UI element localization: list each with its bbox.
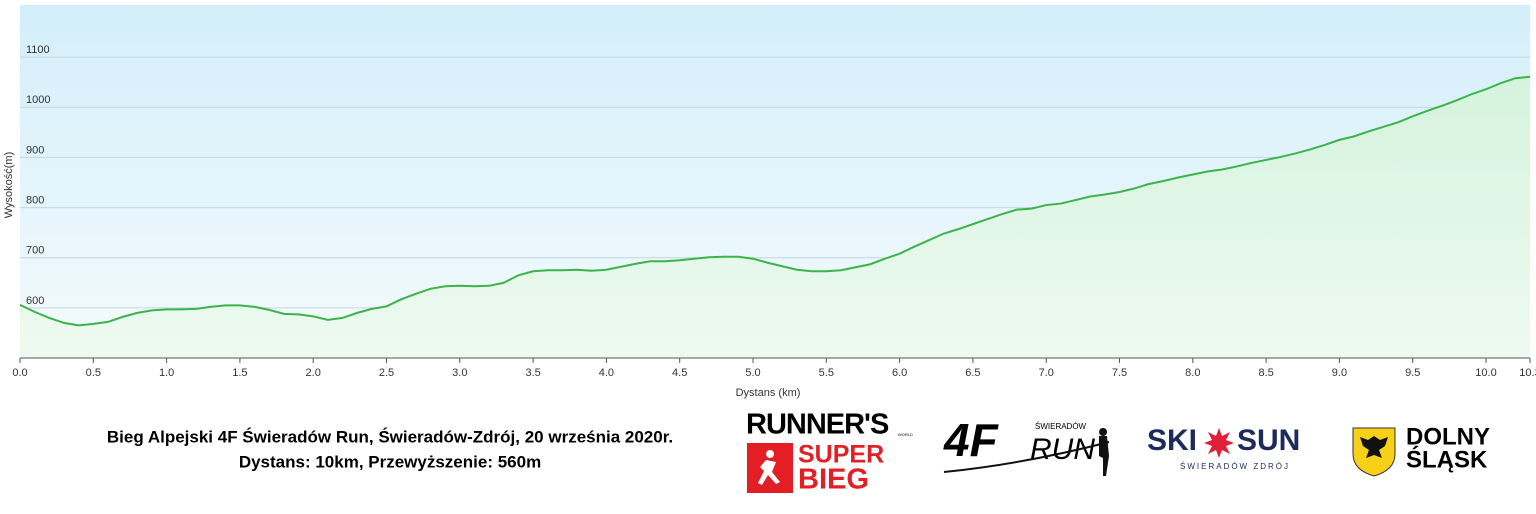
logo-dolny-slask: DOLNY ŚLĄSK [1352, 423, 1490, 477]
x-tick-label: 7.0 [1039, 367, 1054, 379]
x-tick-label: 9.0 [1332, 367, 1347, 379]
x-tick-label: 5.0 [745, 367, 760, 379]
y-tick-label: 600 [26, 295, 44, 307]
y-tick-label: 1000 [26, 94, 50, 106]
x-tick-label: 10.3 [1519, 367, 1536, 379]
x-tick-label: 1.0 [159, 367, 174, 379]
logo-text: 4F [943, 414, 1000, 466]
logo-runner [758, 450, 780, 485]
logo-text: SKI [1147, 424, 1197, 457]
logo-text: SUN [1237, 424, 1300, 457]
logo-ski-sun: SKI SUN ŚWIERADÓW ZDRÓJ [1147, 424, 1300, 471]
y-tick-label: 1100 [26, 44, 50, 56]
x-tick-label: 5.5 [819, 367, 834, 379]
logo-text: SUPER [798, 441, 884, 469]
logo-runners: RUNNER'S WORLD SUPER BIEG [746, 409, 913, 496]
logo-4f-run: 4F ŚWIERADÓW RUN [943, 414, 1110, 476]
logo-text: ŚWIERADÓW ZDRÓJ [1180, 462, 1290, 471]
x-tick-label: 7.5 [1112, 367, 1127, 379]
logo-eagle [1360, 436, 1388, 458]
logo-text: WORLD [898, 432, 913, 437]
caption: Dystans: 10km, Przewyższenie: 560m [239, 452, 541, 471]
logo-text: DOLNY [1406, 423, 1490, 450]
y-tick-label: 800 [26, 194, 44, 206]
x-tick-label: 6.5 [965, 367, 980, 379]
x-tick-label: 2.5 [379, 367, 394, 379]
x-tick-label: 3.5 [525, 367, 540, 379]
x-tick-label: 1.5 [232, 367, 247, 379]
logo-swoosh [943, 441, 1110, 473]
logo-star [1204, 428, 1234, 458]
x-tick-label: 2.0 [306, 367, 321, 379]
logo-text: ŚLĄSK [1406, 445, 1488, 473]
caption: Bieg Alpejski 4F Świeradów Run, Świeradó… [107, 427, 673, 446]
x-tick-label: 0.0 [12, 367, 27, 379]
x-axis-title: Dystans (km) [736, 387, 801, 399]
logo-text: RUNNER'S [746, 409, 889, 441]
logo-runner [1099, 428, 1109, 476]
x-tick-label: 8.5 [1258, 367, 1273, 379]
x-tick-label: 8.0 [1185, 367, 1200, 379]
logo-text: ŚWIERADÓW [1035, 422, 1087, 431]
x-tick-label: 0.5 [86, 367, 101, 379]
x-tick-label: 6.0 [892, 367, 907, 379]
logo-text: RUN [1030, 433, 1095, 466]
x-tick-label: 9.5 [1405, 367, 1420, 379]
x-tick-label: 10.0 [1475, 367, 1496, 379]
y-axis-title: Wysokość(m) [3, 152, 15, 219]
area-fill [20, 76, 1530, 358]
x-tick-label: 4.5 [672, 367, 687, 379]
y-tick-label: 900 [26, 144, 44, 156]
logo-text: BIEG [798, 464, 869, 496]
x-tick-label: 3.0 [452, 367, 467, 379]
y-tick-label: 700 [26, 245, 44, 257]
x-tick-label: 4.0 [599, 367, 614, 379]
elevation-line [19, 75, 1531, 327]
